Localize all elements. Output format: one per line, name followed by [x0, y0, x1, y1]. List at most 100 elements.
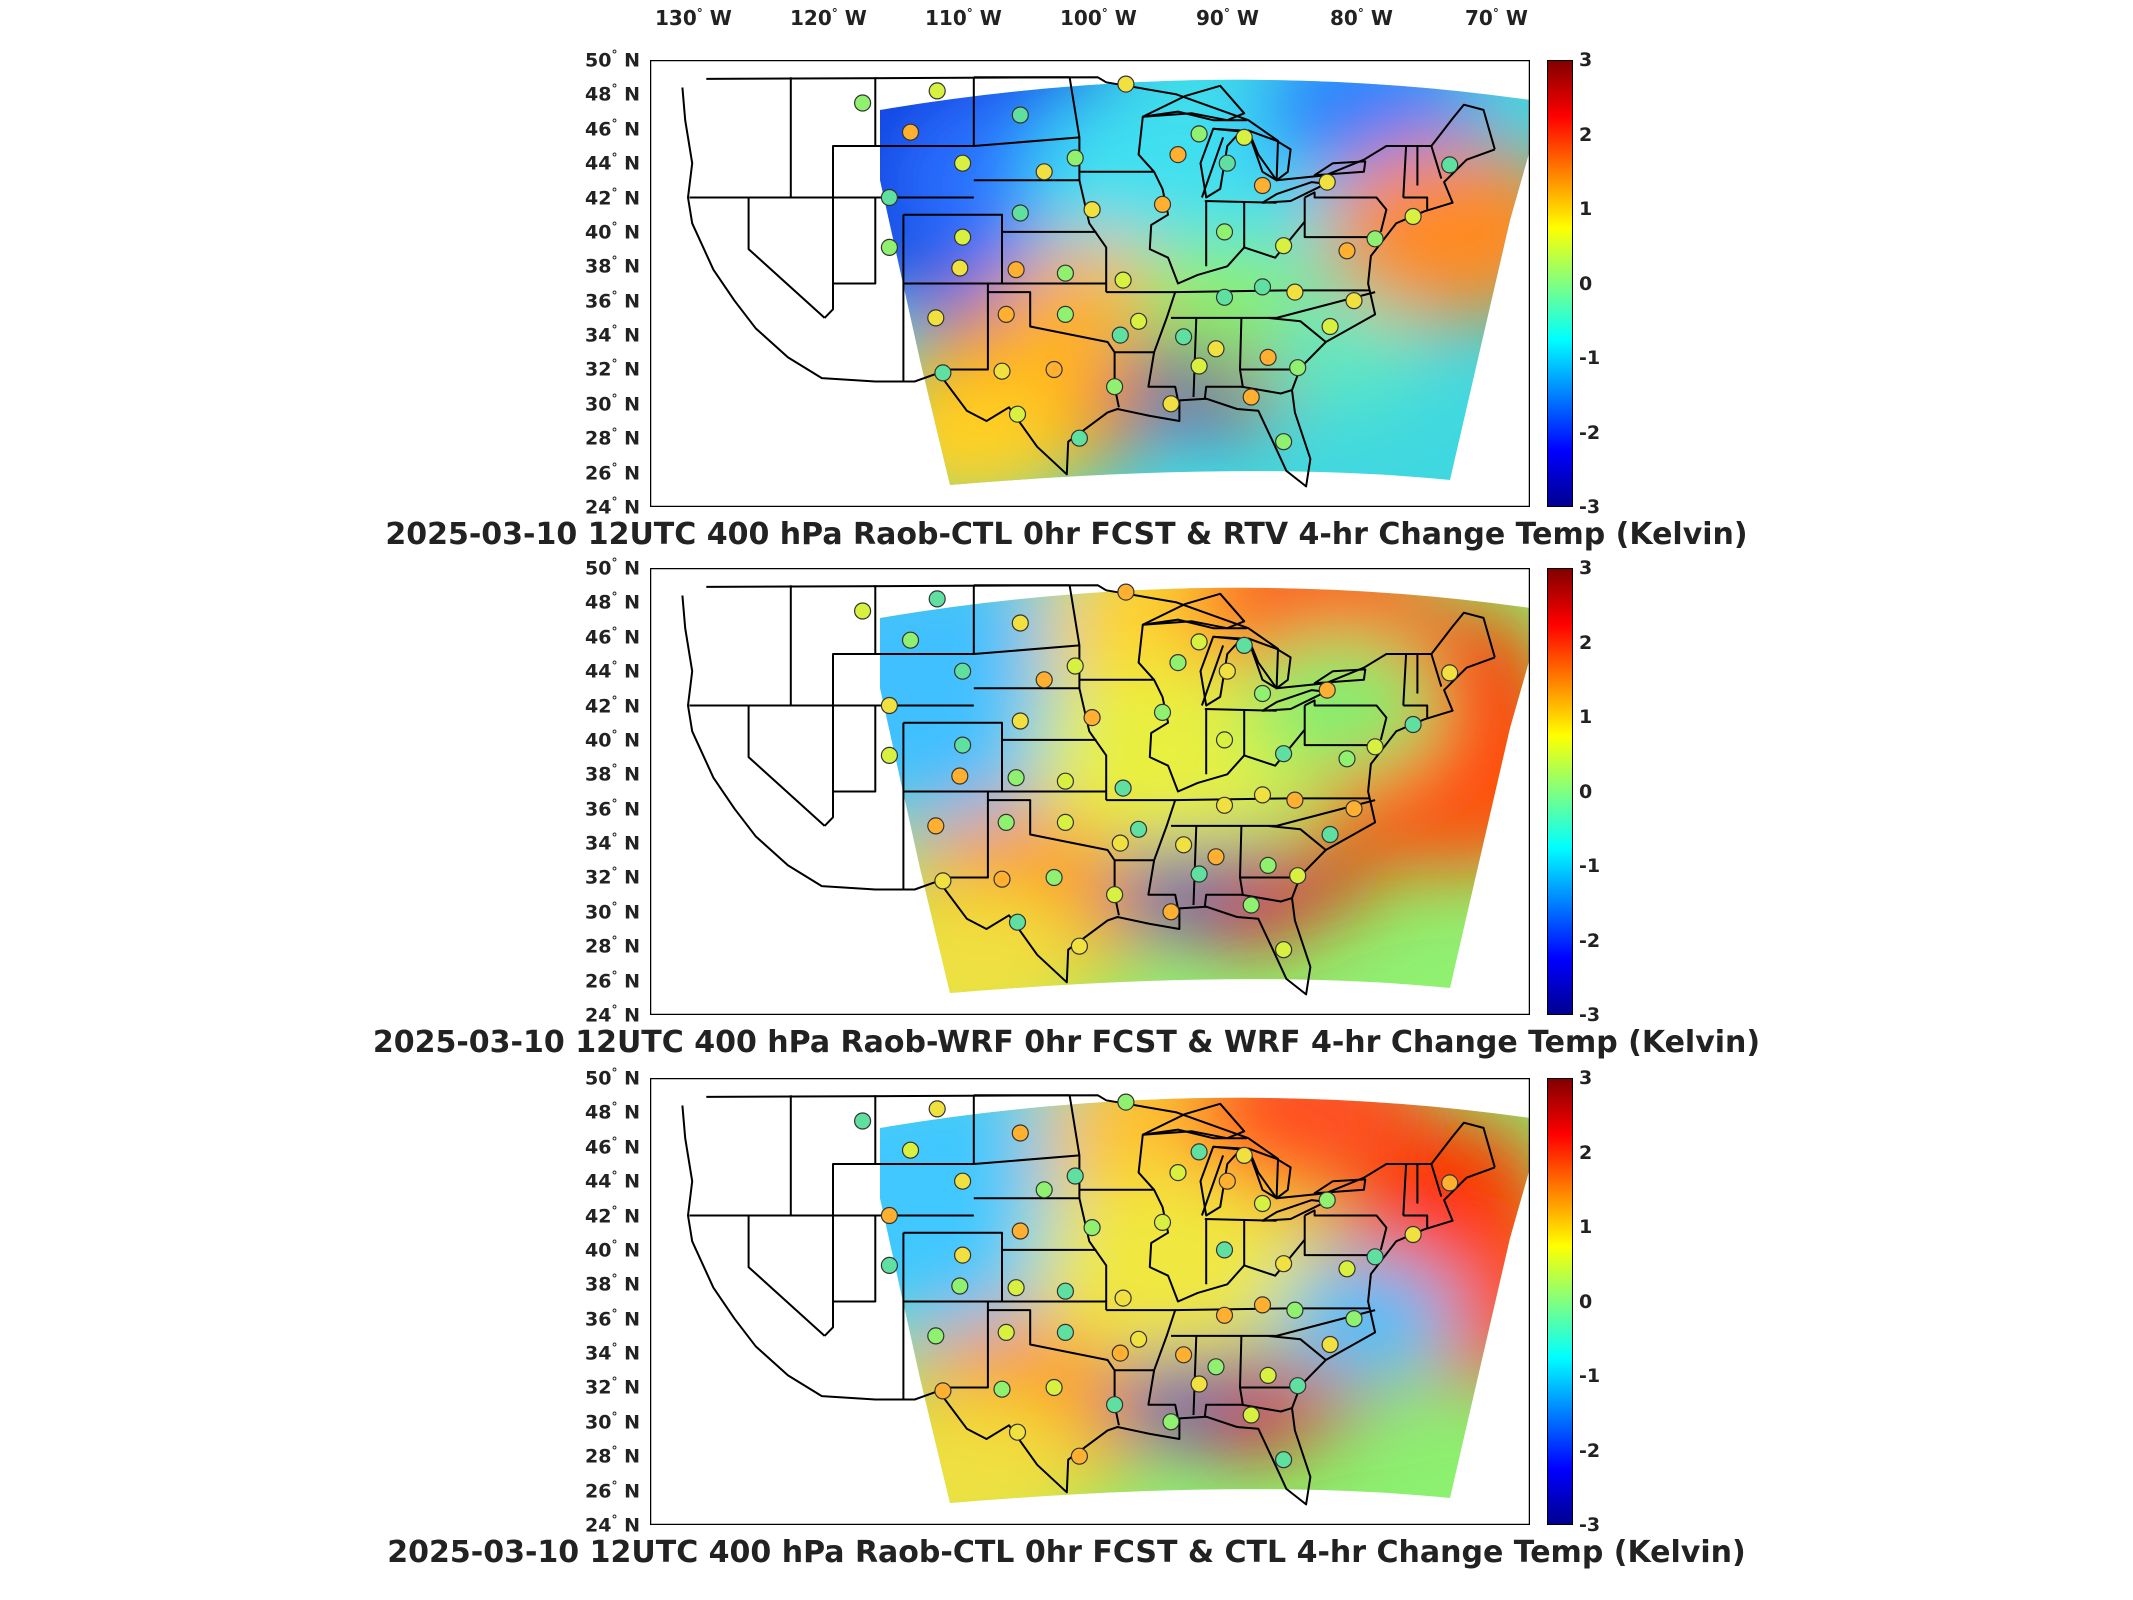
- great-lake: [1199, 635, 1243, 707]
- latitude-label-48: 48° N: [585, 1100, 640, 1124]
- great-lake: [1247, 637, 1292, 690]
- raob-station-marker: [951, 259, 969, 277]
- latitude-label-28: 28° N: [585, 426, 640, 450]
- colorbar-tick-label: -3: [1579, 1004, 1601, 1026]
- latitude-label-50: 50° N: [585, 556, 640, 580]
- lat-value: 26: [585, 461, 612, 484]
- lat-suffix: N: [624, 1136, 640, 1159]
- lat-suffix: N: [624, 1411, 640, 1434]
- raob-station-marker: [1045, 1378, 1063, 1397]
- raob-station-marker: [1259, 1366, 1277, 1384]
- field-anomaly: [1030, 1169, 1311, 1366]
- latitude-label-50: 50° N: [585, 1066, 640, 1090]
- raob-station-marker: [1345, 1310, 1363, 1328]
- raob-station-marker: [1169, 653, 1187, 672]
- latitude-label-26: 26° N: [585, 1478, 640, 1502]
- raob-station-marker: [901, 123, 920, 141]
- raob-station-marker: [1035, 1181, 1053, 1199]
- lat-suffix: N: [624, 832, 640, 855]
- raob-station-marker: [1338, 1260, 1356, 1278]
- raob-station-marker: [954, 662, 972, 680]
- raob-station-marker: [901, 631, 920, 649]
- raob-station-marker: [1162, 903, 1180, 921]
- raob-station-marker: [1011, 712, 1029, 730]
- lat-value: 24: [585, 1004, 612, 1027]
- raob-station-marker: [1318, 1191, 1336, 1209]
- colorbar-tick-label: -2: [1579, 421, 1601, 444]
- lat-suffix: N: [624, 1101, 640, 1124]
- colorbar-tick-label: 3: [1579, 557, 1593, 579]
- latitude-label-24: 24° N: [585, 1003, 640, 1027]
- raob-station-marker: [1056, 813, 1074, 831]
- raob-station-marker: [1318, 681, 1336, 699]
- raob-station-marker: [1190, 125, 1208, 143]
- raob-station-marker: [1289, 1377, 1307, 1395]
- colorbar-tick-label: 0: [1579, 1290, 1593, 1313]
- state-border: [1304, 699, 1388, 741]
- lat-value: 36: [585, 290, 612, 313]
- latitude-label-30: 30° N: [585, 391, 640, 416]
- raob-station-marker: [1338, 750, 1356, 768]
- raob-station-marker: [1289, 867, 1307, 885]
- raob-station-marker: [1215, 288, 1234, 306]
- raob-station-marker: [1056, 264, 1074, 282]
- state-border: [823, 705, 834, 827]
- state-border: [1430, 1163, 1443, 1197]
- lat-suffix: N: [624, 1514, 640, 1537]
- raob-station-marker: [1338, 242, 1356, 260]
- lat-value: 50: [585, 557, 612, 580]
- state-border: [1192, 825, 1198, 906]
- latitude-label-34: 34° N: [585, 1341, 640, 1365]
- lat-value: 44: [585, 1170, 612, 1193]
- raob-station-marker: [1289, 359, 1307, 377]
- state-border: [1192, 317, 1198, 398]
- lat-suffix: N: [624, 969, 640, 992]
- state-border: [1068, 1095, 1108, 1311]
- great-lake: [1199, 127, 1243, 199]
- raob-station-marker: [1056, 1282, 1074, 1300]
- state-border: [1079, 170, 1306, 285]
- lat-value: 36: [585, 1308, 612, 1331]
- lat-suffix: N: [624, 255, 640, 278]
- raob-station-marker: [1130, 1330, 1148, 1348]
- state-border: [937, 283, 989, 371]
- map-frame: [650, 568, 1530, 1015]
- raob-station-marker: [1169, 145, 1187, 164]
- field-anomaly: [1259, 296, 1420, 409]
- lat-suffix: N: [624, 1239, 640, 1262]
- raob-station-marker: [1070, 429, 1088, 447]
- lon-suffix: W: [979, 6, 1002, 30]
- lat-suffix: N: [624, 290, 640, 313]
- raob-station-marker: [997, 1323, 1015, 1341]
- state-border: [1402, 653, 1408, 706]
- state-border: [1068, 77, 1108, 293]
- colorbar-3: [1547, 1078, 1573, 1525]
- raob-station-marker: [1130, 312, 1148, 330]
- lon-suffix: W: [1114, 6, 1137, 30]
- raob-station-marker: [1286, 283, 1304, 301]
- raob-station-marker: [880, 188, 898, 207]
- lat-suffix: N: [624, 221, 640, 244]
- state-border: [1402, 145, 1408, 198]
- raob-station-marker: [1008, 913, 1027, 931]
- raob-station-marker: [1274, 941, 1293, 959]
- raob-station-marker: [954, 1172, 972, 1190]
- lat-suffix: N: [624, 358, 640, 381]
- lat-value: 40: [585, 221, 612, 244]
- raob-station-marker: [927, 309, 945, 327]
- lat-suffix: N: [624, 557, 640, 580]
- state-border: [1137, 116, 1155, 173]
- raob-station-marker: [1235, 636, 1253, 655]
- state-border: [1192, 1335, 1198, 1416]
- raob-station-marker: [1008, 1423, 1027, 1441]
- field-anomaly: [1201, 367, 1282, 424]
- state-border: [1403, 1214, 1429, 1228]
- latitude-label-44: 44° N: [585, 1169, 640, 1193]
- colorbar-tick-label: -3: [1579, 496, 1601, 518]
- state-border: [1267, 824, 1327, 851]
- latitude-label-30: 30° N: [585, 1409, 640, 1434]
- raob-station-marker: [854, 1112, 872, 1130]
- lat-suffix: N: [624, 1479, 640, 1502]
- latitude-label-32: 32° N: [585, 1375, 640, 1399]
- state-border: [1267, 316, 1327, 343]
